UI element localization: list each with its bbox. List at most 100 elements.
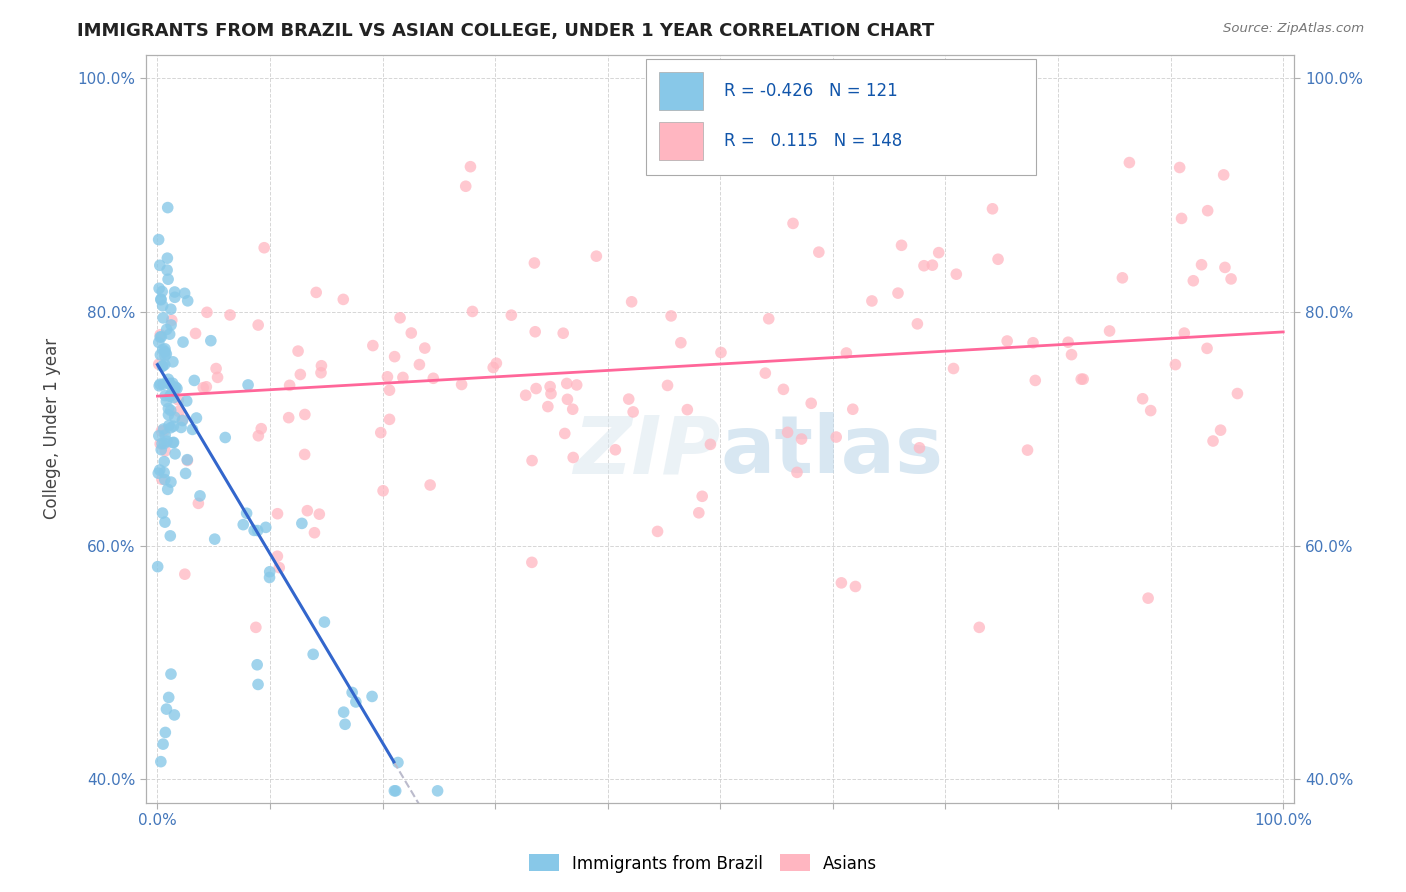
- Point: [314, 615, 336, 629]
- Point: [384, 350, 406, 364]
- Point: [152, 737, 174, 751]
- Point: [152, 299, 174, 313]
- Point: [153, 358, 176, 372]
- Point: [967, 620, 990, 634]
- Point: [995, 334, 1018, 348]
- Point: [772, 382, 794, 396]
- Point: [187, 496, 209, 510]
- Point: [162, 376, 184, 391]
- Point: [152, 359, 174, 373]
- Text: Source: ZipAtlas.com: Source: ZipAtlas.com: [1223, 22, 1364, 36]
- Point: [148, 466, 170, 480]
- Point: [159, 403, 181, 417]
- Point: [332, 705, 354, 719]
- Point: [860, 293, 883, 308]
- Point: [524, 382, 547, 396]
- Point: [157, 372, 180, 386]
- Point: [155, 443, 177, 458]
- Point: [340, 685, 363, 699]
- Point: [149, 755, 172, 769]
- Point: [450, 377, 472, 392]
- Point: [156, 201, 179, 215]
- Point: [176, 394, 198, 409]
- Point: [148, 281, 170, 295]
- Point: [807, 245, 830, 260]
- Point: [150, 424, 173, 438]
- Point: [165, 380, 187, 394]
- Point: [162, 435, 184, 450]
- Point: [150, 442, 173, 457]
- Point: [461, 304, 484, 318]
- Point: [524, 325, 547, 339]
- Point: [482, 360, 505, 375]
- Point: [1195, 342, 1218, 356]
- Point: [146, 559, 169, 574]
- Point: [163, 410, 186, 425]
- Point: [555, 376, 578, 391]
- Point: [520, 555, 543, 569]
- Point: [159, 389, 181, 403]
- Point: [162, 355, 184, 369]
- Point: [254, 520, 277, 534]
- Point: [149, 330, 172, 344]
- Point: [150, 285, 173, 299]
- Point: [699, 437, 721, 451]
- Point: [1071, 372, 1094, 386]
- Point: [294, 408, 316, 422]
- Point: [153, 344, 176, 359]
- Point: [157, 401, 180, 416]
- Point: [149, 293, 172, 307]
- Point: [1213, 260, 1236, 275]
- Point: [247, 677, 270, 691]
- Y-axis label: College, Under 1 year: College, Under 1 year: [44, 338, 60, 519]
- Point: [150, 472, 173, 486]
- Point: [1070, 372, 1092, 386]
- Point: [304, 525, 326, 540]
- Point: [150, 329, 173, 343]
- Point: [782, 216, 804, 230]
- Point: [278, 378, 301, 392]
- Point: [302, 648, 325, 662]
- Point: [266, 507, 288, 521]
- Point: [942, 361, 965, 376]
- Point: [287, 344, 309, 359]
- Point: [167, 404, 190, 418]
- Point: [277, 410, 299, 425]
- Point: [676, 402, 699, 417]
- Point: [332, 293, 354, 307]
- Point: [163, 708, 186, 723]
- Point: [710, 345, 733, 359]
- Point: [344, 695, 367, 709]
- Point: [912, 259, 935, 273]
- Point: [172, 413, 194, 427]
- Point: [193, 381, 215, 395]
- Point: [537, 400, 560, 414]
- Point: [361, 690, 384, 704]
- Point: [297, 504, 319, 518]
- Point: [647, 524, 669, 539]
- Point: [246, 524, 269, 538]
- Point: [148, 379, 170, 393]
- Point: [232, 517, 254, 532]
- Point: [153, 424, 176, 438]
- Point: [266, 549, 288, 564]
- Point: [162, 384, 184, 399]
- Point: [1197, 203, 1219, 218]
- Point: [157, 272, 180, 286]
- Point: [1118, 155, 1140, 169]
- Point: [149, 258, 172, 272]
- Point: [387, 756, 409, 770]
- Point: [585, 249, 607, 263]
- Point: [156, 263, 179, 277]
- Point: [160, 318, 183, 332]
- Point: [501, 308, 523, 322]
- Point: [754, 366, 776, 380]
- Point: [305, 285, 328, 300]
- Point: [160, 313, 183, 327]
- FancyBboxPatch shape: [659, 72, 703, 110]
- Point: [172, 414, 194, 428]
- Point: [163, 285, 186, 299]
- Point: [247, 318, 270, 332]
- Point: [945, 267, 967, 281]
- Point: [401, 326, 423, 340]
